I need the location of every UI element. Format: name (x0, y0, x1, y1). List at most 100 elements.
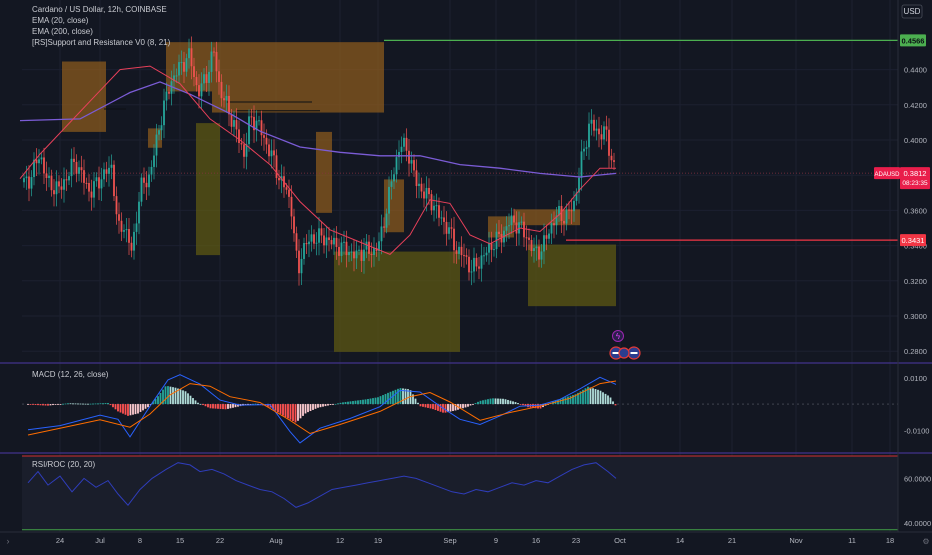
macd-histogram-bar (322, 404, 324, 407)
macd-histogram-bar (469, 404, 472, 406)
candle-body (255, 120, 258, 131)
macd-histogram-bar (329, 404, 332, 406)
candle-body (453, 228, 455, 251)
event-marker[interactable] (612, 330, 624, 342)
support-level-value: 0.3431 (902, 236, 925, 245)
candle-body (403, 137, 405, 147)
candle-body (153, 155, 155, 167)
time-axis-label: Sep (443, 536, 456, 545)
macd-histogram-bar (27, 404, 29, 405)
candle-body (123, 230, 125, 232)
candle-body (508, 225, 510, 227)
candle-body (25, 176, 28, 179)
candle-body (208, 71, 210, 83)
candle-body (145, 182, 148, 188)
candle-body (553, 223, 555, 226)
macd-histogram-bar (344, 402, 347, 405)
macd-histogram-bar (397, 388, 399, 405)
legend-support-resistance[interactable]: [RS]Support and Resistance V0 (8, 21) (32, 38, 171, 47)
candle-body (420, 183, 423, 192)
price-axis-label: 0.4400 (904, 66, 927, 75)
legend-ema200[interactable]: EMA (200, close) (32, 27, 93, 36)
macd-histogram-bar (42, 404, 44, 406)
macd-title[interactable]: MACD (12, 26, close) (32, 370, 109, 379)
candle-body (613, 160, 615, 162)
macd-histogram-bar (187, 393, 189, 405)
macd-histogram-bar (577, 392, 579, 405)
macd-histogram-bar (399, 388, 402, 405)
expand-icon: › (7, 536, 10, 546)
top-level-value: 0.4566 (902, 36, 925, 45)
candle-body (198, 85, 200, 97)
rsi-title[interactable]: RSI/ROC (20, 20) (32, 460, 96, 469)
last-price-badge (900, 167, 930, 190)
macd-histogram-bar (292, 404, 294, 422)
candle-body (148, 174, 150, 188)
candle-body (53, 190, 55, 195)
candle-body (468, 256, 470, 273)
candle-body (300, 258, 303, 274)
candle-body (568, 209, 570, 211)
macd-histogram-bar (194, 400, 197, 405)
candle-body (393, 174, 395, 182)
candle-body (275, 155, 278, 179)
candle-body (373, 247, 375, 255)
macd-histogram-bar (417, 402, 419, 405)
settings-icon: ⚙ (922, 537, 929, 546)
macd-histogram-bar (352, 401, 354, 405)
macd-histogram-bar (97, 403, 99, 405)
candle-body (100, 179, 103, 189)
macd-histogram-bar (174, 387, 177, 405)
candle-body (320, 228, 323, 236)
candle-body (578, 177, 580, 193)
candle-body (513, 215, 515, 223)
price-axis-label: 0.3600 (904, 206, 927, 215)
candle-body (175, 75, 178, 77)
macd-histogram-bar (582, 389, 584, 405)
candle-body (290, 196, 293, 217)
candle-body (48, 175, 50, 178)
macd-histogram-bar (347, 401, 349, 405)
macd-histogram-bar (274, 404, 277, 411)
macd-histogram-bar (299, 404, 302, 419)
candle-body (35, 159, 38, 164)
macd-histogram-bar (382, 395, 384, 405)
macd-histogram-bar (534, 404, 537, 409)
macd-histogram-bar (204, 404, 207, 407)
legend-symbol[interactable]: Cardano / US Dollar, 12h, COINBASE (32, 5, 167, 14)
candle-body (63, 179, 65, 190)
candle-body (220, 81, 223, 99)
candle-body (475, 257, 478, 267)
time-axis-label: 22 (216, 536, 224, 545)
macd-histogram-bar (124, 404, 127, 415)
macd-histogram-bar (117, 404, 119, 412)
macd-histogram-bar (422, 404, 424, 407)
candle-body (558, 205, 560, 216)
macd-histogram-bar (424, 404, 427, 408)
macd-histogram-bar (307, 404, 309, 413)
macd-histogram-bar (104, 403, 107, 405)
time-axis-label: 9 (494, 536, 498, 545)
macd-histogram-bar (357, 400, 359, 405)
macd-histogram-bar (447, 404, 449, 413)
macd-histogram-bar (172, 387, 174, 405)
candle-body (583, 148, 585, 152)
candle-body (608, 129, 610, 156)
candle-body (55, 181, 58, 195)
candle-body (310, 234, 313, 242)
macd-histogram-bar (64, 403, 67, 405)
macd-histogram-bar (569, 395, 572, 405)
candle-body (555, 215, 558, 226)
macd-histogram-bar (69, 403, 72, 405)
macd-histogram-bar (302, 404, 304, 416)
candle-body (315, 242, 318, 244)
candle-body (265, 137, 268, 145)
candle-body (138, 201, 140, 224)
legend-ema20[interactable]: EMA (20, close) (32, 16, 89, 25)
macd-histogram-bar (567, 396, 569, 405)
candle-body (120, 220, 123, 232)
macd-histogram-bar (114, 404, 117, 410)
candle-body (535, 246, 538, 249)
